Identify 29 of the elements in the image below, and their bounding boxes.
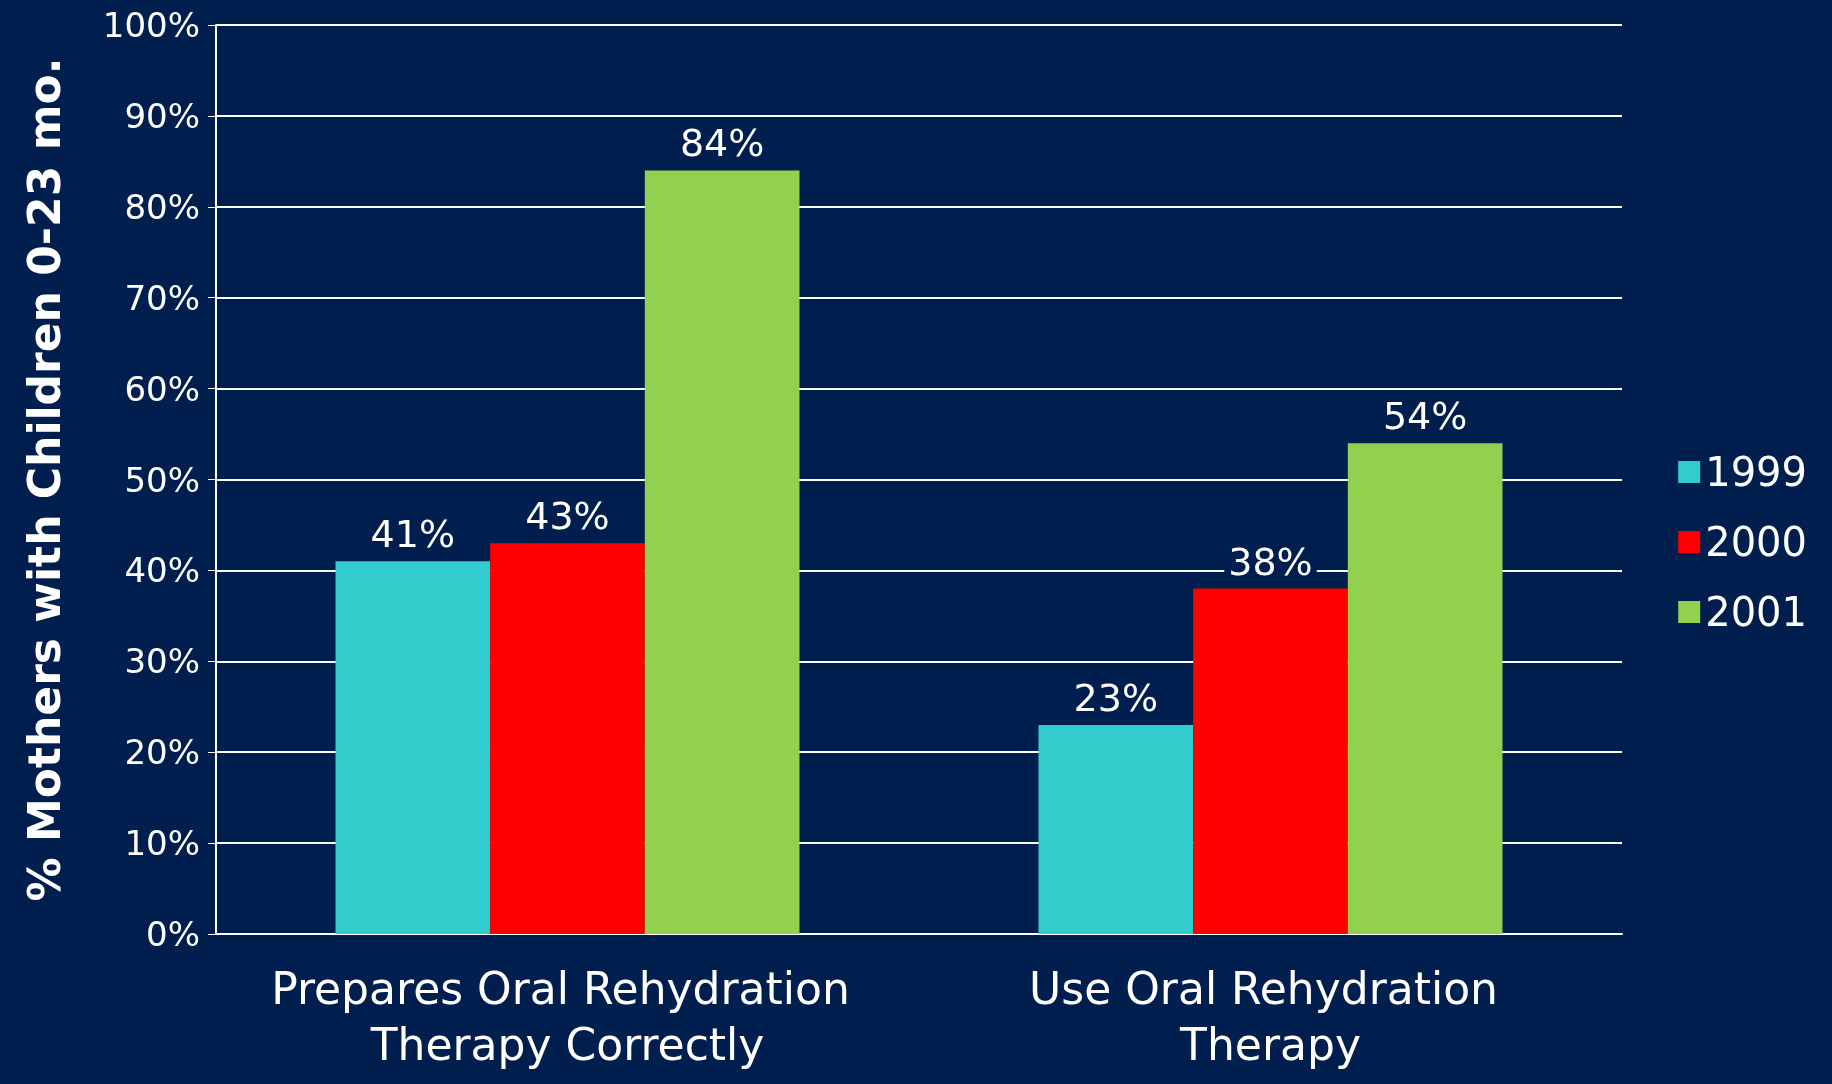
- y-tick-label: 100%: [102, 5, 200, 45]
- bar: [1347, 443, 1503, 934]
- y-tick-label: 80%: [124, 186, 200, 227]
- bar: [1193, 588, 1348, 934]
- y-tick-label: 20%: [124, 732, 200, 773]
- data-label: 23%: [1073, 675, 1159, 720]
- bar: [335, 561, 491, 934]
- y-tick-label: 40%: [124, 550, 200, 591]
- data-label: 43%: [525, 494, 610, 539]
- y-tick-label: 50%: [124, 459, 200, 500]
- data-label: 41%: [370, 512, 456, 557]
- y-tick-label: 60%: [124, 368, 200, 409]
- data-label: 54%: [1382, 394, 1468, 439]
- legend-label: 2000: [1705, 519, 1807, 565]
- data-label: 38%: [1228, 539, 1313, 584]
- y-axis-title: % Mothers with Children 0-23 mo.: [18, 57, 70, 902]
- y-tick-label: 0%: [146, 914, 200, 954]
- x-tick-label: Prepares Oral Rehydration Therapy Correctly: [271, 962, 864, 1070]
- legend-label: 2001: [1705, 589, 1807, 635]
- data-label: 84%: [679, 121, 765, 166]
- y-tick-label: 30%: [124, 641, 200, 682]
- bar: [1038, 724, 1194, 934]
- bar: [490, 543, 645, 934]
- y-tick-label: 70%: [124, 277, 200, 318]
- y-tick-label: 90%: [124, 95, 200, 136]
- y-tick-label: 10%: [124, 823, 200, 864]
- bar: [644, 170, 800, 934]
- legend-label: 1999: [1705, 449, 1807, 495]
- x-tick-label: Use Oral Rehydration Therapy: [1029, 962, 1512, 1070]
